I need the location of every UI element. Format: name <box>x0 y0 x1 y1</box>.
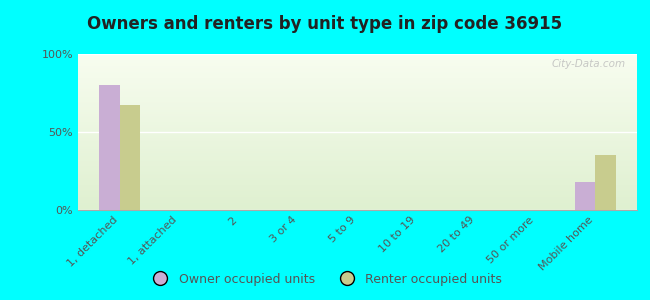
Bar <box>595 155 616 210</box>
Bar <box>575 182 595 210</box>
Text: City-Data.com: City-Data.com <box>552 59 626 69</box>
Bar <box>120 106 140 210</box>
Bar <box>99 85 120 210</box>
Text: Owners and renters by unit type in zip code 36915: Owners and renters by unit type in zip c… <box>88 15 562 33</box>
Legend: Owner occupied units, Renter occupied units: Owner occupied units, Renter occupied un… <box>143 268 507 291</box>
